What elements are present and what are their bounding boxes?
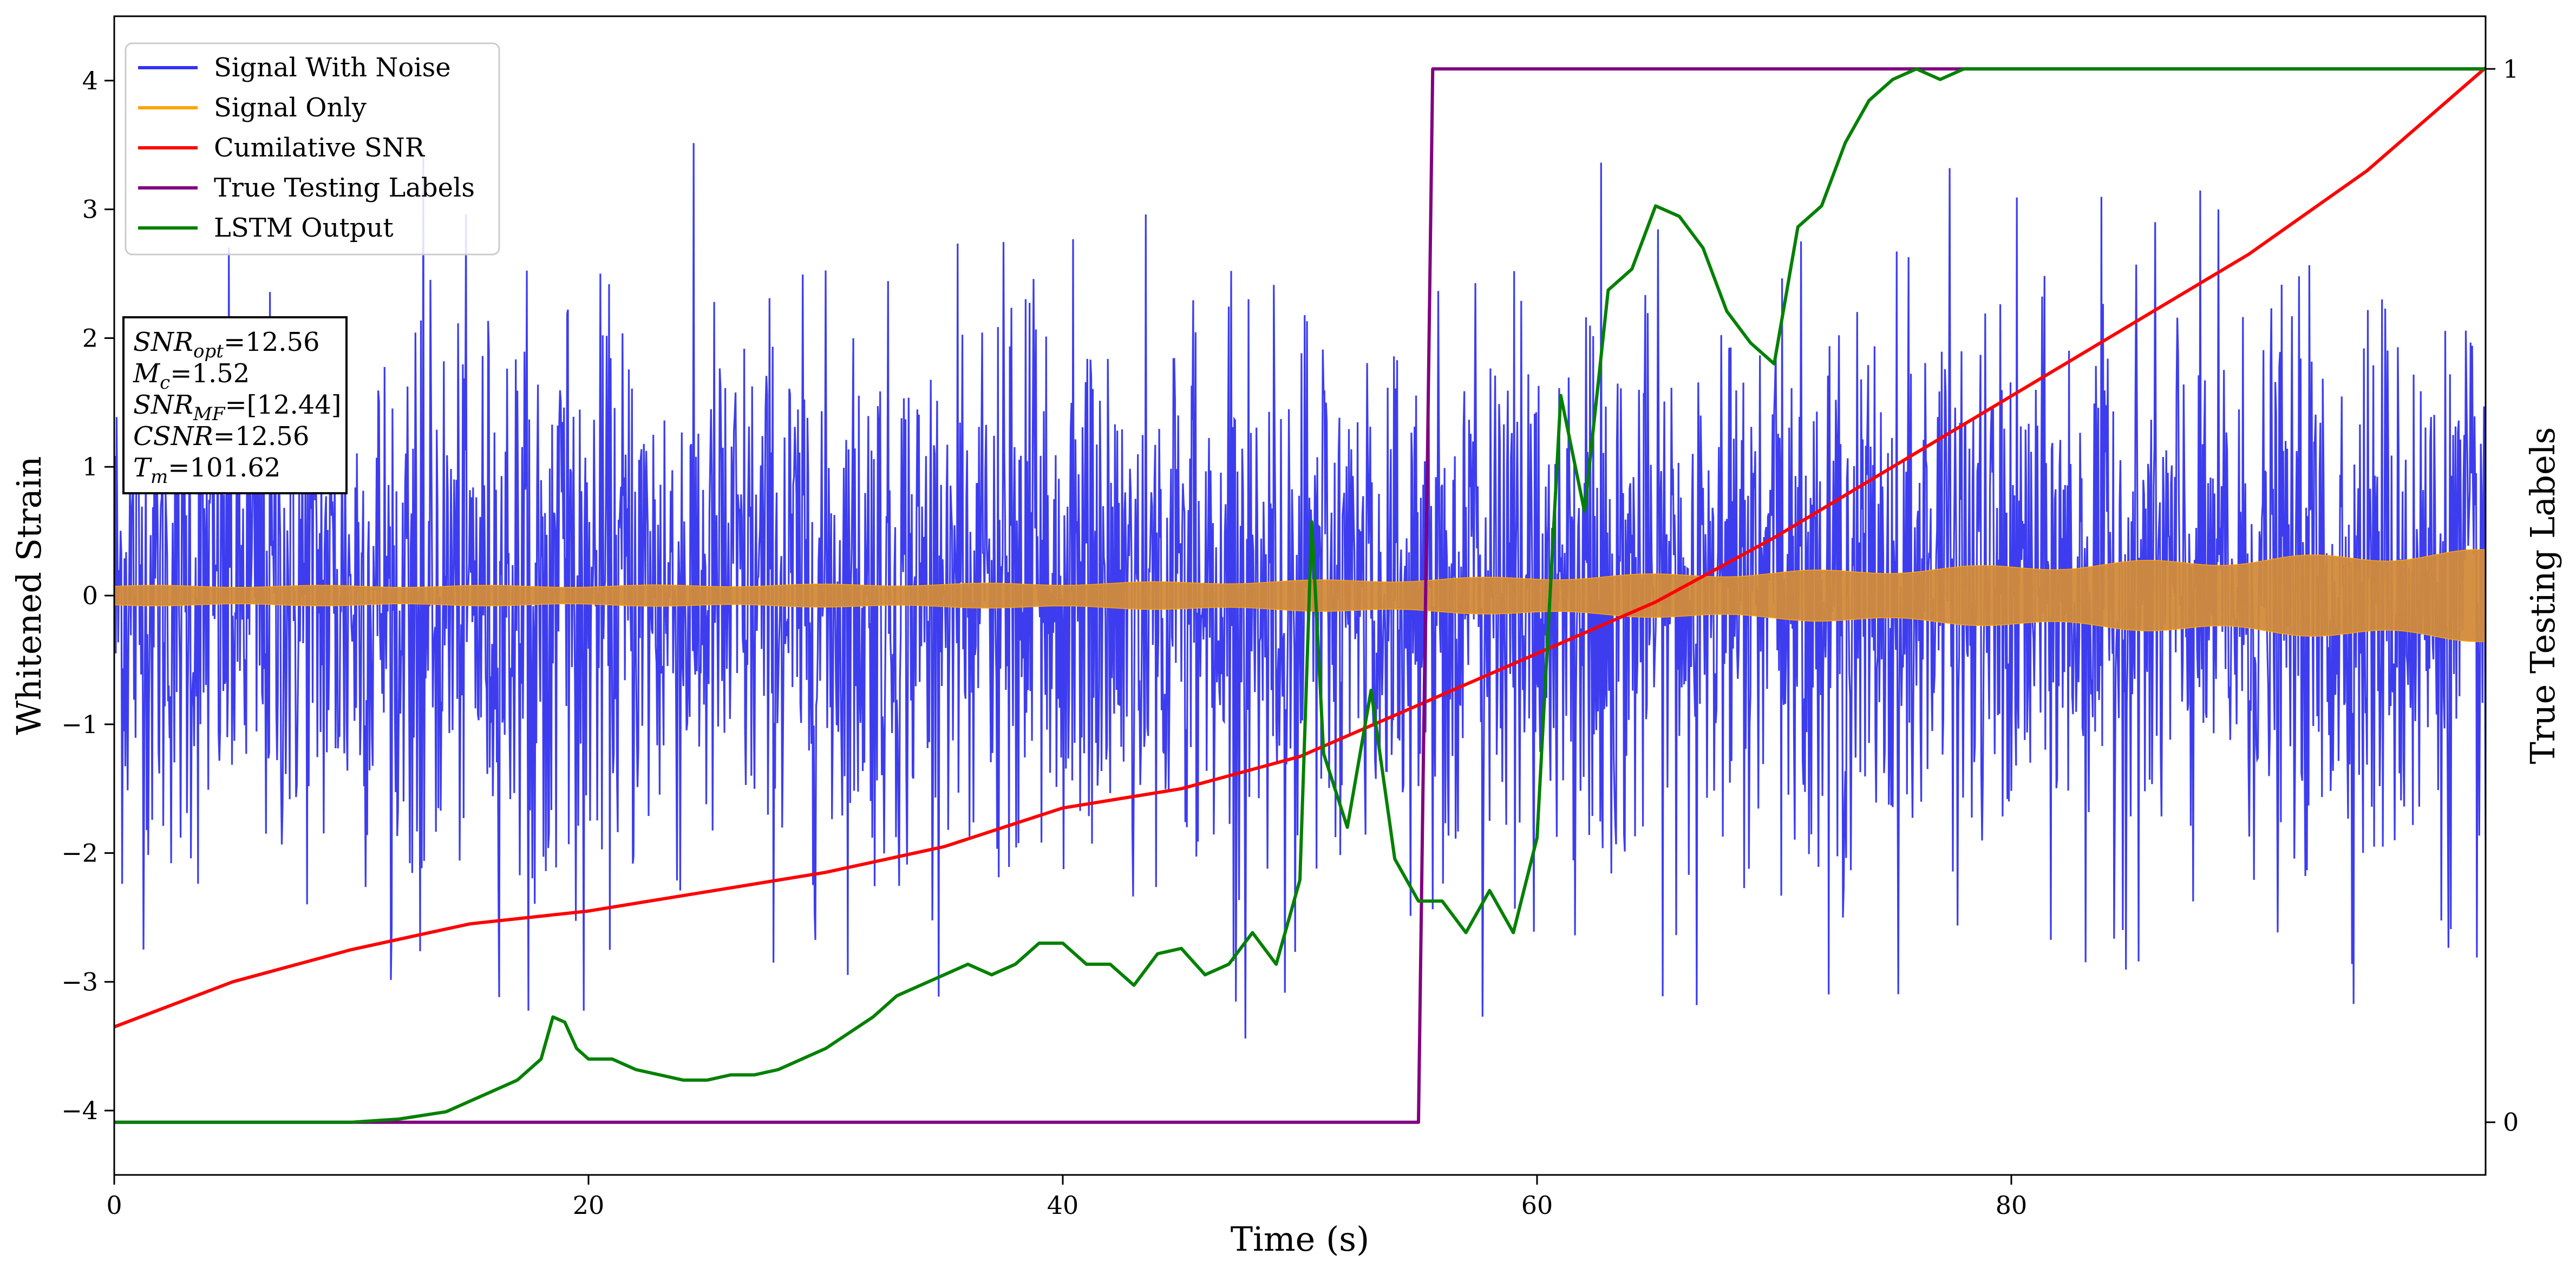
info-subscript: c <box>160 372 170 394</box>
series-true-testing-labels <box>114 67 2486 1124</box>
y-tick-label: 1 <box>82 452 98 481</box>
info-value: =[12.44] <box>225 390 341 420</box>
legend-entry: LSTM Output <box>214 213 394 243</box>
legend-entry: True Testing Labels <box>214 173 475 203</box>
y-tick-label: 0 <box>82 581 98 610</box>
y-tick-label: 2 <box>82 323 98 352</box>
y2-tick-label: 0 <box>2503 1108 2519 1137</box>
x-tick-label: 20 <box>573 1191 605 1220</box>
x-tick-label: 40 <box>1047 1191 1079 1220</box>
x-tick-label: 0 <box>106 1191 122 1220</box>
info-symbol: T <box>133 453 152 483</box>
info-line: Tm=101.62 <box>133 453 280 488</box>
info-symbol: SNR <box>133 390 193 420</box>
y2-tick-label: 1 <box>2503 54 2519 83</box>
info-subscript: m <box>151 466 168 488</box>
y2-axis-title: True Testing Labels <box>2523 427 2562 765</box>
y-tick-label: 4 <box>82 66 98 95</box>
info-box: SNRopt=12.56Mc=1.52SNRMF=[12.44]CSNR=12.… <box>122 316 348 494</box>
info-line: SNRMF=[12.44] <box>133 390 342 425</box>
legend-entry: Cumilative SNR <box>214 133 426 163</box>
series-signal-only <box>114 549 2486 642</box>
y-tick-label: −4 <box>61 1096 98 1125</box>
info-value: =101.62 <box>168 453 280 483</box>
x-tick-label: 60 <box>1521 1191 1553 1220</box>
info-symbol: M <box>133 358 161 389</box>
y-tick-label: −2 <box>61 839 98 868</box>
info-value: =12.56 <box>213 421 310 452</box>
legend-entry: Signal With Noise <box>214 53 451 83</box>
y-tick-label: −3 <box>61 967 98 996</box>
x-axis-title: Time (s) <box>1231 1219 1370 1259</box>
info-value: =1.52 <box>170 358 250 389</box>
y-tick-label: −1 <box>61 710 98 739</box>
legend: Signal With Noise Signal Only Cumilative S… <box>125 42 500 256</box>
info-value: =12.56 <box>224 327 320 357</box>
series-cumilative-snr <box>114 66 2486 1029</box>
y-tick-label: 3 <box>82 195 98 224</box>
info-box-frame <box>122 316 348 494</box>
legend-box <box>125 42 500 256</box>
info-subscript: MF <box>193 403 226 425</box>
series-lstm-output <box>114 67 2486 1124</box>
info-line: SNRopt=12.56 <box>133 327 320 362</box>
info-symbol: CSNR <box>133 421 213 452</box>
x-tick-label: 80 <box>1996 1191 2028 1220</box>
legend-entry: Signal Only <box>214 93 367 123</box>
info-subscript: opt <box>193 341 224 362</box>
info-line: CSNR=12.56 <box>133 421 309 452</box>
info-symbol: SNR <box>133 327 193 357</box>
plot-area <box>114 66 2486 1124</box>
y-axis-title: Whitened Strain <box>9 456 49 735</box>
info-line: Mc=1.52 <box>133 358 250 394</box>
